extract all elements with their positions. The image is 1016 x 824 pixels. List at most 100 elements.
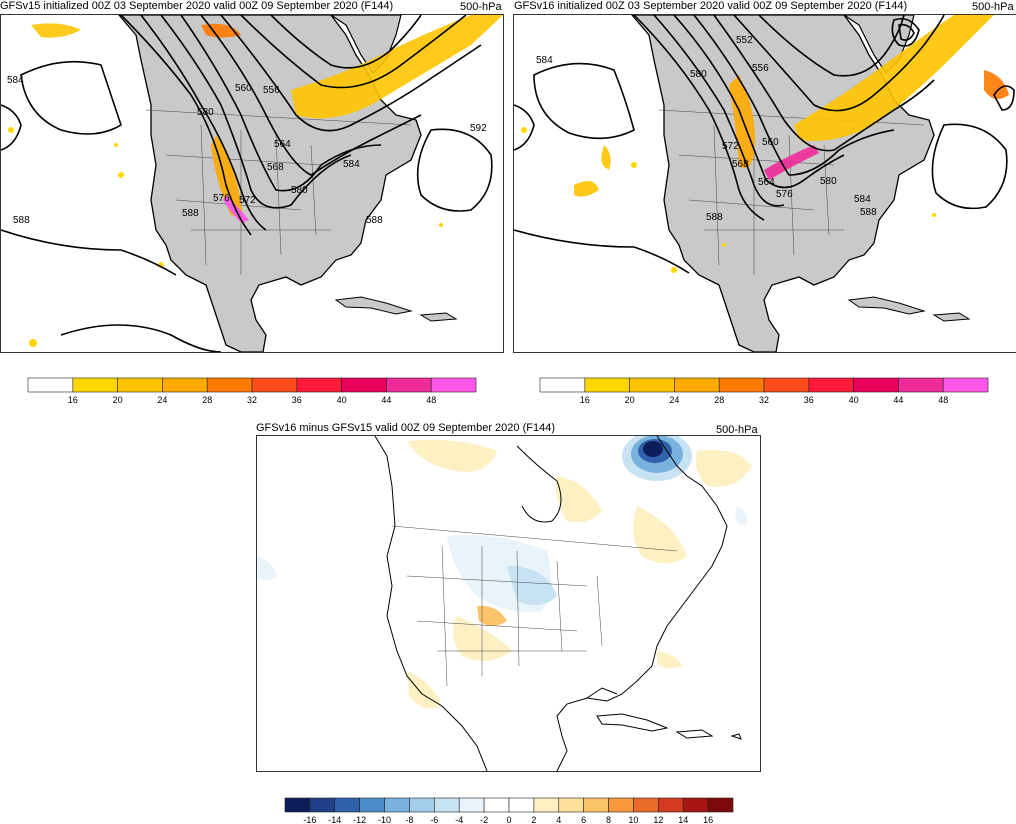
colorbar-tick-label: 36: [804, 395, 814, 405]
v15-contour-label: 580: [291, 185, 308, 196]
colorbar-swatch: [608, 797, 634, 813]
colorbar-tick-label: 0: [506, 815, 511, 824]
colorbar-swatch: [707, 797, 734, 813]
colorbar-swatch: [508, 797, 535, 813]
colorbar-swatch: [763, 377, 810, 393]
v16-level-label: 500-hPa: [972, 1, 1014, 13]
colorbar-swatch: [434, 797, 460, 813]
colorbar-swatch: [251, 377, 298, 393]
cuba-island: [847, 296, 926, 315]
diff-colorbar: -16 -14 -12 -10 -8 -6 -4 -2 0 2 4 6 8 10 12 14 16: [284, 797, 735, 824]
colorbar-tick-label: 32: [247, 395, 257, 405]
colorbar-tick-label: -10: [378, 815, 391, 824]
colorbar-swatch: [117, 377, 163, 393]
colorbar-tick-label: 40: [337, 395, 347, 405]
v16-contour-labels: 584 552 556 580 572 560 568 564 576 580 …: [536, 35, 877, 223]
colorbar-swatch: [334, 797, 360, 813]
v15-contour-label: 568: [267, 162, 284, 173]
v16-wind-colorbar: 16 20 24 28 32 36 40 44 48: [539, 377, 990, 408]
v16-wind-colorbar-svg: 16 20 24 28 32 36 40 44 48: [539, 377, 989, 405]
v15-contour-label: 572: [239, 195, 256, 206]
colorbar-swatch: [296, 377, 342, 393]
colorbar-tick-label: -16: [303, 815, 316, 824]
v16-contour-label: 560: [762, 137, 779, 148]
colorbar-tick-label: -12: [353, 815, 366, 824]
colorbar-swatch: [162, 377, 208, 393]
colorbar-tick-label: 16: [68, 395, 78, 405]
diff-shading: [257, 436, 752, 709]
colorbar-tick-label: 16: [703, 815, 713, 824]
v16-contour-label: 564: [758, 177, 775, 188]
colorbar-tick-label: 2: [531, 815, 536, 824]
colorbar-tick-label: 48: [426, 395, 436, 405]
colorbar-swatch: [718, 377, 765, 393]
colorbar-swatch: [27, 377, 74, 393]
colorbar-swatch: [674, 377, 720, 393]
colorbar-tick-label: -8: [405, 815, 413, 824]
v15-contour-label: 588: [366, 215, 383, 226]
v15-panel-title: GFSv15 initialized 00Z 03 September 2020…: [0, 0, 394, 12]
colorbar-tick-label: 44: [893, 395, 903, 405]
v16-contour-label: 556: [752, 63, 769, 74]
colorbar-tick-label: 10: [628, 815, 638, 824]
diff-map-panel: [256, 435, 761, 772]
colorbar-tick-label: 32: [759, 395, 769, 405]
v16-contour-label: 580: [820, 176, 837, 187]
colorbar-swatch: [341, 377, 387, 393]
hispaniola-island: [419, 312, 458, 322]
colorbar-swatch: [359, 797, 385, 813]
colorbar-tick-label: 24: [669, 395, 679, 405]
v16-contour-label: 584: [536, 55, 553, 66]
colorbar-swatch: [558, 797, 584, 813]
v15-wind-colorbar: 16 20 24 28 32 36 40 44 48: [27, 377, 478, 408]
colorbar-swatch: [633, 797, 659, 813]
colorbar-swatch: [309, 797, 336, 813]
v16-contour-label: 568: [732, 159, 749, 170]
colorbar-swatch: [658, 797, 684, 813]
v15-contour-label: 584: [7, 75, 24, 86]
colorbar-tick-label: 20: [113, 395, 123, 405]
colorbar-tick-label: 16: [580, 395, 590, 405]
diff-panel-title: GFSv16 minus GFSv15 valid 00Z 09 Septemb…: [256, 422, 555, 434]
hispaniola-island: [932, 312, 971, 322]
v15-contour-label: 588: [13, 215, 30, 226]
colorbar-tick-label: 28: [202, 395, 212, 405]
colorbar-swatch: [898, 377, 944, 393]
colorbar-tick-label: 44: [381, 395, 391, 405]
v16-contour-label: 572: [722, 141, 739, 152]
v15-height-contours: [1, 15, 493, 352]
v16-map-svg: 584 552 556 580 572 560 568 564 576 580 …: [514, 15, 1015, 352]
v15-contour-label: 592: [470, 123, 487, 134]
v16-contour-label: 588: [860, 207, 877, 218]
colorbar-swatch: [284, 797, 311, 813]
colorbar-swatch: [384, 797, 410, 813]
diff-level-label: 500-hPa: [716, 424, 758, 436]
v15-map-panel: 584 588 580 560 556 564 568 576 572 580 …: [0, 14, 504, 353]
v16-height-contours: [514, 15, 1015, 274]
colorbar-swatch: [206, 377, 253, 393]
colorbar-tick-label: 28: [714, 395, 724, 405]
colorbar-swatch: [386, 377, 432, 393]
colorbar-swatch: [942, 377, 989, 393]
colorbar-swatch: [409, 797, 435, 813]
colorbar-swatch: [584, 377, 630, 393]
colorbar-swatch: [533, 797, 560, 813]
v15-contour-label: 588: [182, 208, 199, 219]
colorbar-tick-label: 36: [292, 395, 302, 405]
colorbar-tick-label: 24: [157, 395, 167, 405]
v16-panel-title: GFSv16 initialized 00Z 03 September 2020…: [514, 0, 908, 12]
v15-contour-label: 576: [213, 193, 230, 204]
v16-contour-label: 588: [706, 212, 723, 223]
v16-contour-label: 584: [854, 194, 871, 205]
diff-colorbar-svg: -16 -14 -12 -10 -8 -6 -4 -2 0 2 4 6 8 10 12 14 16: [284, 797, 734, 824]
colorbar-tick-label: -2: [480, 815, 488, 824]
colorbar-swatch: [539, 377, 586, 393]
colorbar-tick-label: -4: [455, 815, 463, 824]
state-borders: [145, 109, 412, 275]
v16-contour-label: 552: [736, 35, 753, 46]
colorbar-tick-label: 4: [556, 815, 561, 824]
diff-map-svg: [257, 436, 752, 771]
colorbar-swatch: [458, 797, 485, 813]
colorbar-swatch: [430, 377, 477, 393]
colorbar-tick-label: 8: [606, 815, 611, 824]
